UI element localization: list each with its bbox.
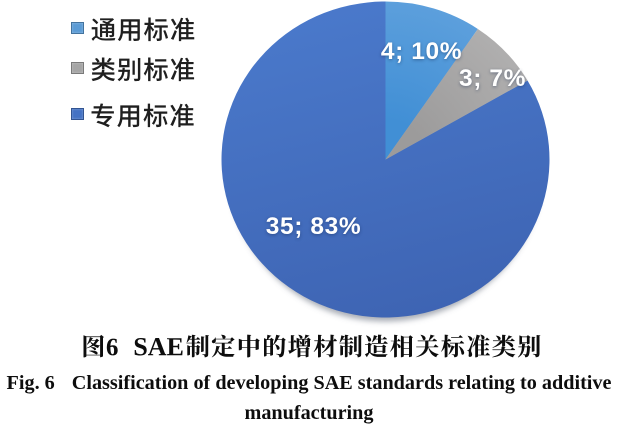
legend-label-glyphs-2 [91, 103, 194, 127]
caption-cn-text: 图 6 SAE 制定中的增材制造相关标准类别 [83, 334, 523, 368]
caption-cn-glyphs [82, 334, 540, 358]
legend-swatch-1 [71, 61, 84, 75]
pie-slice-label-2: 35; 83% [265, 212, 362, 240]
pie-slice-category [385, 28, 528, 160]
caption-en-prefix: Fig. 6 [6, 371, 55, 394]
legend-label-glyphs-1 [91, 57, 195, 81]
caption-en-line1: Fig. 6 Classification of developing SAE s… [0, 372, 618, 395]
caption-en-text: Classification of developing SAE standar… [71, 371, 612, 394]
pie-slice-label-1: 3; 7% [458, 65, 527, 93]
pie-slice-general [385, 1, 478, 160]
legend-label-glyphs-0 [91, 17, 195, 41]
caption-en-line2: manufacturing [244, 401, 374, 424]
pie-slice-special [221, 1, 550, 318]
legend-swatch-0 [71, 21, 84, 35]
pie-slice-label-0: 4; 10% [380, 37, 463, 65]
legend-swatch-2 [71, 107, 84, 121]
